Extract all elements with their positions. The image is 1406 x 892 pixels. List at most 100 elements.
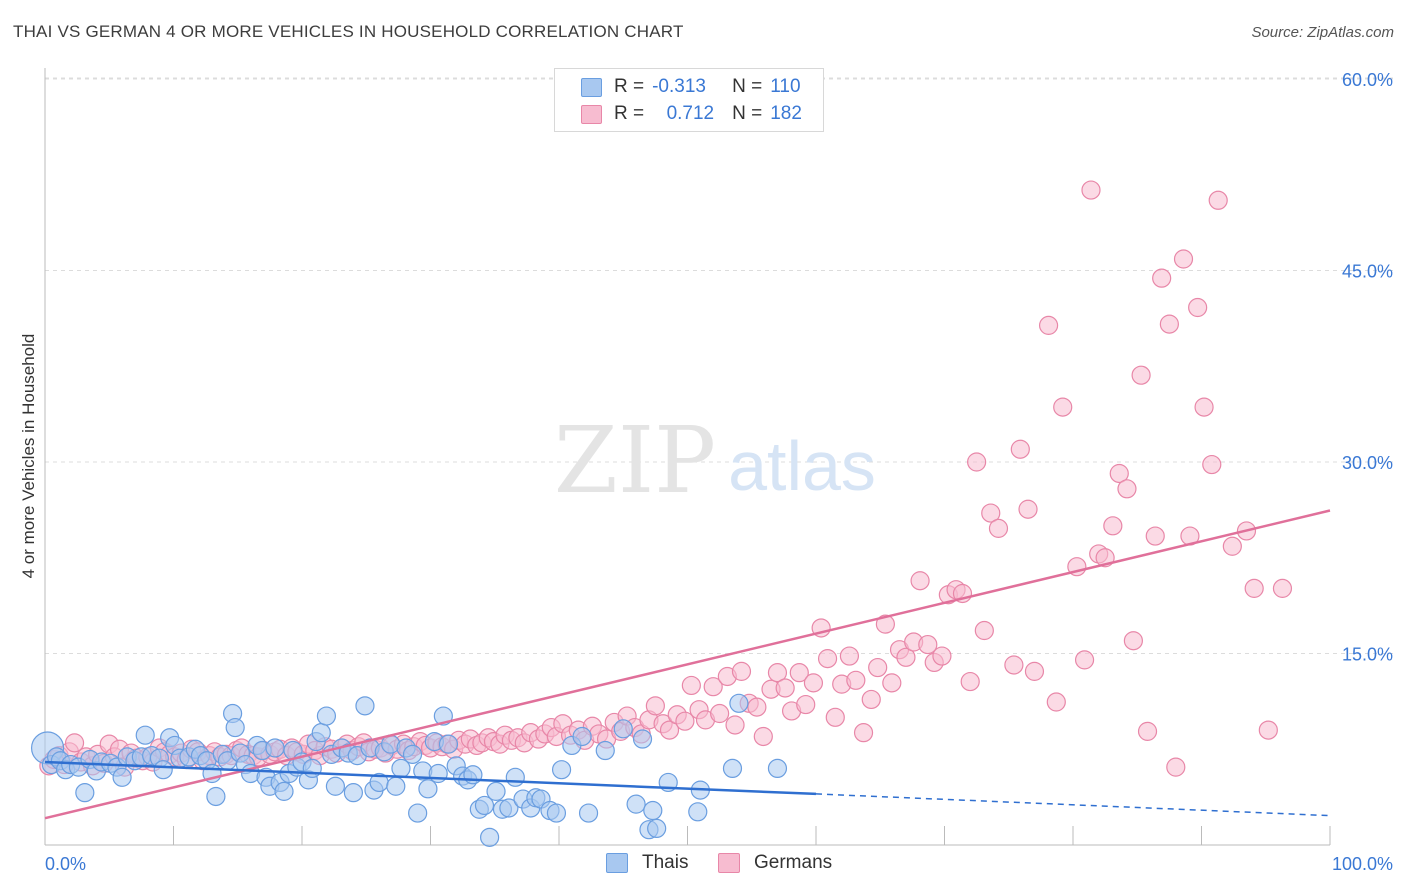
german-point bbox=[645, 696, 665, 716]
german-point bbox=[853, 723, 874, 743]
thai-point bbox=[311, 723, 331, 743]
german-point bbox=[803, 673, 824, 693]
thai-point bbox=[474, 795, 495, 816]
german-r-label: R = bbox=[614, 103, 645, 124]
german-n-label: N = bbox=[732, 103, 763, 124]
german-point bbox=[1123, 631, 1143, 651]
german-point bbox=[725, 715, 745, 735]
thai-trend-extension bbox=[815, 793, 1331, 817]
thai-point bbox=[302, 758, 322, 779]
y-tick-label: 15.0% bbox=[1342, 645, 1393, 665]
thai-point bbox=[438, 734, 459, 754]
y-tick-label: 60.0% bbox=[1342, 70, 1393, 90]
thai-n-value: 110 bbox=[770, 76, 801, 97]
german-point bbox=[703, 677, 723, 697]
thai-point bbox=[418, 779, 438, 799]
german-point bbox=[775, 678, 795, 698]
thai-n-label: N = bbox=[732, 76, 763, 97]
german-point bbox=[1244, 578, 1264, 598]
thai-point bbox=[316, 706, 337, 726]
thai-point bbox=[343, 783, 363, 803]
german-r-value: 0.712 bbox=[666, 103, 715, 124]
thai-point bbox=[402, 744, 423, 764]
thai-point bbox=[135, 725, 155, 745]
thai-point bbox=[647, 818, 667, 839]
german-point bbox=[974, 620, 994, 641]
thai-point bbox=[225, 717, 245, 738]
thai-point bbox=[626, 794, 646, 814]
y-axis-label: 4 or more Vehicles in Household bbox=[19, 334, 38, 579]
thai-point bbox=[112, 767, 132, 787]
thai-point bbox=[480, 827, 500, 847]
legend-row-thais: R = -0.313 N = 110 bbox=[555, 74, 801, 100]
series-legend: Thais Germans bbox=[0, 852, 1406, 876]
german-point bbox=[868, 657, 888, 678]
german-point bbox=[1074, 650, 1095, 670]
german-n-value: 182 bbox=[770, 103, 802, 124]
german-point bbox=[825, 707, 845, 727]
german-legend-label: Germans bbox=[754, 852, 833, 873]
thai-legend-swatch bbox=[606, 853, 628, 873]
thai-point bbox=[595, 740, 615, 761]
thai-point bbox=[729, 693, 749, 713]
german-point bbox=[753, 726, 773, 747]
y-tick-label: 45.0% bbox=[1342, 262, 1393, 282]
thai-point bbox=[613, 719, 633, 739]
thai-legend-label: Thais bbox=[642, 852, 689, 873]
german-point bbox=[1152, 268, 1172, 288]
german-point bbox=[875, 614, 895, 634]
x-tick-label-min: 0.0% bbox=[45, 854, 86, 874]
thai-point bbox=[632, 729, 653, 749]
german-point bbox=[1272, 578, 1293, 598]
german-point bbox=[1103, 516, 1123, 536]
german-swatch bbox=[581, 104, 602, 124]
german-point bbox=[896, 647, 916, 667]
german-point bbox=[767, 663, 788, 683]
german-point bbox=[710, 703, 730, 724]
legend-item-germans: Germans bbox=[718, 852, 832, 874]
german-point bbox=[1024, 661, 1045, 681]
watermark: ZIP atlas bbox=[554, 407, 876, 514]
german-point bbox=[681, 675, 701, 696]
german-point bbox=[789, 663, 809, 683]
thai-r-value: -0.313 bbox=[652, 76, 706, 97]
german-point bbox=[1145, 526, 1165, 546]
german-point bbox=[675, 711, 695, 731]
legend-row-germans: R = 0.712 N = 182 bbox=[555, 101, 802, 127]
thai-points bbox=[30, 693, 788, 847]
german-point bbox=[932, 646, 952, 666]
correlation-legend: R = -0.313 N = 110 R = 0.712 N = 182 bbox=[554, 68, 824, 132]
german-point bbox=[981, 503, 1001, 523]
thai-point bbox=[546, 803, 567, 823]
source-label: Source: ZipAtlas.com bbox=[1251, 24, 1394, 41]
thai-point bbox=[355, 696, 375, 716]
thai-point bbox=[265, 738, 285, 758]
thai-point bbox=[551, 760, 572, 780]
thai-point bbox=[274, 781, 294, 801]
german-point bbox=[1173, 249, 1194, 269]
german-point bbox=[1018, 499, 1038, 519]
german-legend-swatch bbox=[718, 853, 740, 873]
german-point bbox=[817, 649, 838, 669]
german-point bbox=[960, 671, 980, 692]
thai-point bbox=[572, 726, 592, 747]
thai-point bbox=[325, 776, 346, 796]
german-point bbox=[882, 673, 902, 693]
german-point bbox=[64, 733, 85, 753]
thai-trend-line bbox=[44, 760, 817, 796]
german-point bbox=[796, 694, 816, 715]
thai-point bbox=[75, 783, 95, 803]
thai-point bbox=[428, 763, 448, 784]
german-point bbox=[1202, 454, 1222, 475]
y-tick-label: 30.0% bbox=[1342, 453, 1393, 473]
german-point bbox=[1010, 439, 1030, 459]
german-point bbox=[1222, 536, 1242, 556]
thai-point bbox=[153, 760, 173, 780]
legend-item-thais: Thais bbox=[606, 852, 688, 874]
watermark-atlas: atlas bbox=[728, 427, 876, 505]
german-point bbox=[1137, 721, 1158, 741]
german-point bbox=[1081, 180, 1101, 200]
german-point bbox=[1131, 365, 1151, 385]
german-point bbox=[846, 670, 866, 690]
thai-point bbox=[767, 758, 788, 779]
